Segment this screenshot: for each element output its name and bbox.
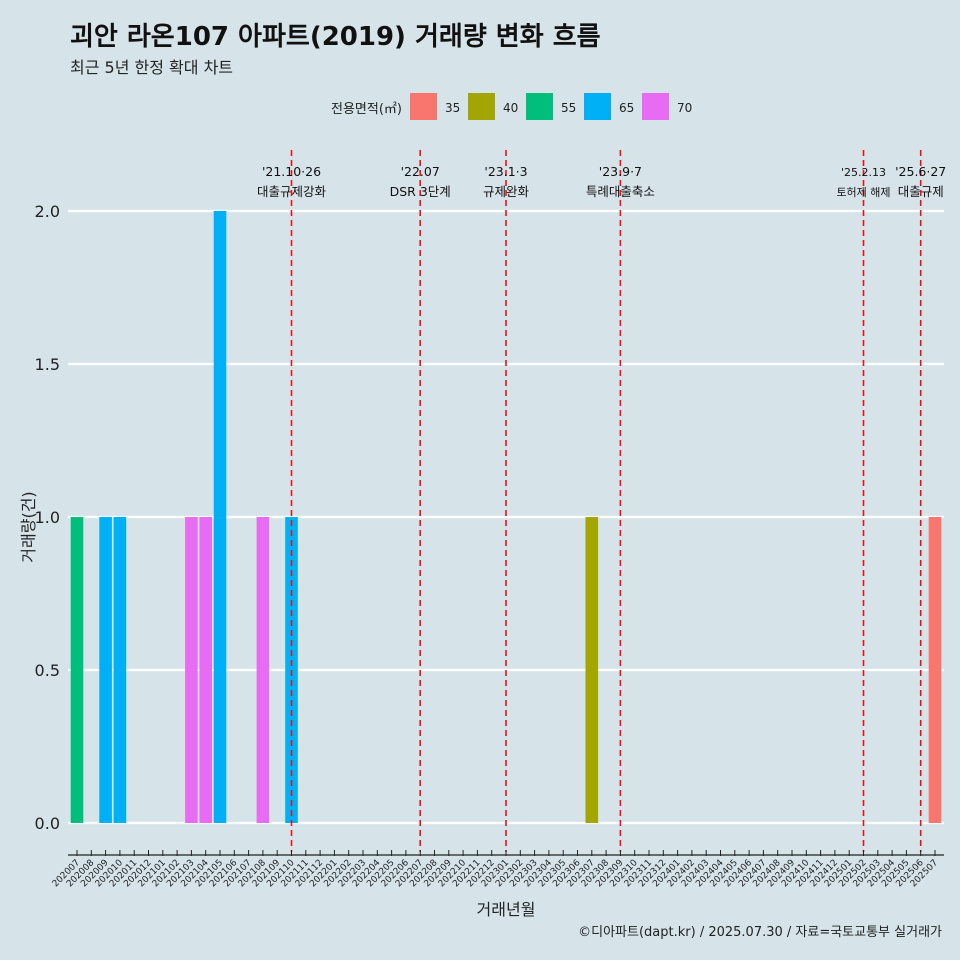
- legend: 전용면적(㎡) 35 40 55 65 70: [331, 93, 692, 120]
- event-date: '21.10·26: [262, 164, 321, 179]
- event-label: 대출규제: [898, 184, 944, 199]
- event-date: '25.6·27: [895, 164, 946, 179]
- event-markers: '21.10·26 대출규제강화 '22.07 DSR 3단계 '23.1·3 규제완화 '…: [257, 150, 946, 852]
- y-tick-label: 1.5: [35, 355, 60, 374]
- x-axis-title: 거래년월: [477, 900, 536, 919]
- legend-label: 35: [445, 101, 460, 115]
- event-label: 규제완화: [483, 184, 530, 199]
- chart-subtitle: 최근 5년 한정 확대 차트: [70, 58, 234, 77]
- bars: [70, 211, 942, 823]
- y-tick-label: 0.0: [35, 814, 60, 833]
- chart-title: 괴안 라온107 아파트(2019) 거래량 변화 흐름: [70, 22, 601, 52]
- event-label: 특례대출축소: [586, 184, 655, 199]
- legend-swatch: [410, 93, 437, 120]
- legend-title: 전용면적(㎡): [331, 102, 402, 117]
- event-date: '25.2.13: [841, 166, 886, 179]
- y-tick-label: 2.0: [35, 202, 60, 221]
- bar: [70, 517, 84, 823]
- event-date: '22.07: [401, 164, 440, 179]
- x-axis: 2020072020082020092020102020112020122021…: [51, 850, 944, 919]
- bar: [213, 211, 227, 823]
- legend-swatch: [468, 93, 495, 120]
- event-label: 대출규제강화: [257, 184, 327, 199]
- event-label: DSR 3단계: [390, 184, 451, 199]
- bar: [113, 517, 127, 823]
- event-date: '23.9·7: [599, 164, 642, 179]
- bar: [256, 517, 270, 823]
- y-tick-label: 0.5: [35, 661, 60, 680]
- legend-swatch: [642, 93, 669, 120]
- event-date: '23.1·3: [484, 164, 527, 179]
- legend-label: 40: [503, 101, 518, 115]
- event-label: 토허제 해제: [836, 185, 890, 199]
- legend-label: 65: [619, 101, 634, 115]
- y-axis: 0.0 0.5 1.0 1.5 2.0 거래량(건): [19, 202, 60, 833]
- source-caption: ©디아파트(dapt.kr) / 2025.07.30 / 자료=국토교통부 실…: [578, 925, 942, 940]
- bar: [928, 517, 942, 823]
- legend-swatch: [584, 93, 611, 120]
- bar: [185, 517, 198, 823]
- bar: [99, 517, 112, 823]
- legend-swatch: [526, 93, 553, 120]
- legend-label: 55: [561, 101, 576, 115]
- bar: [585, 517, 599, 823]
- legend-label: 70: [677, 101, 692, 115]
- y-tick-label: 1.0: [35, 508, 60, 527]
- bar: [199, 517, 212, 823]
- y-axis-title: 거래량(건): [19, 491, 38, 562]
